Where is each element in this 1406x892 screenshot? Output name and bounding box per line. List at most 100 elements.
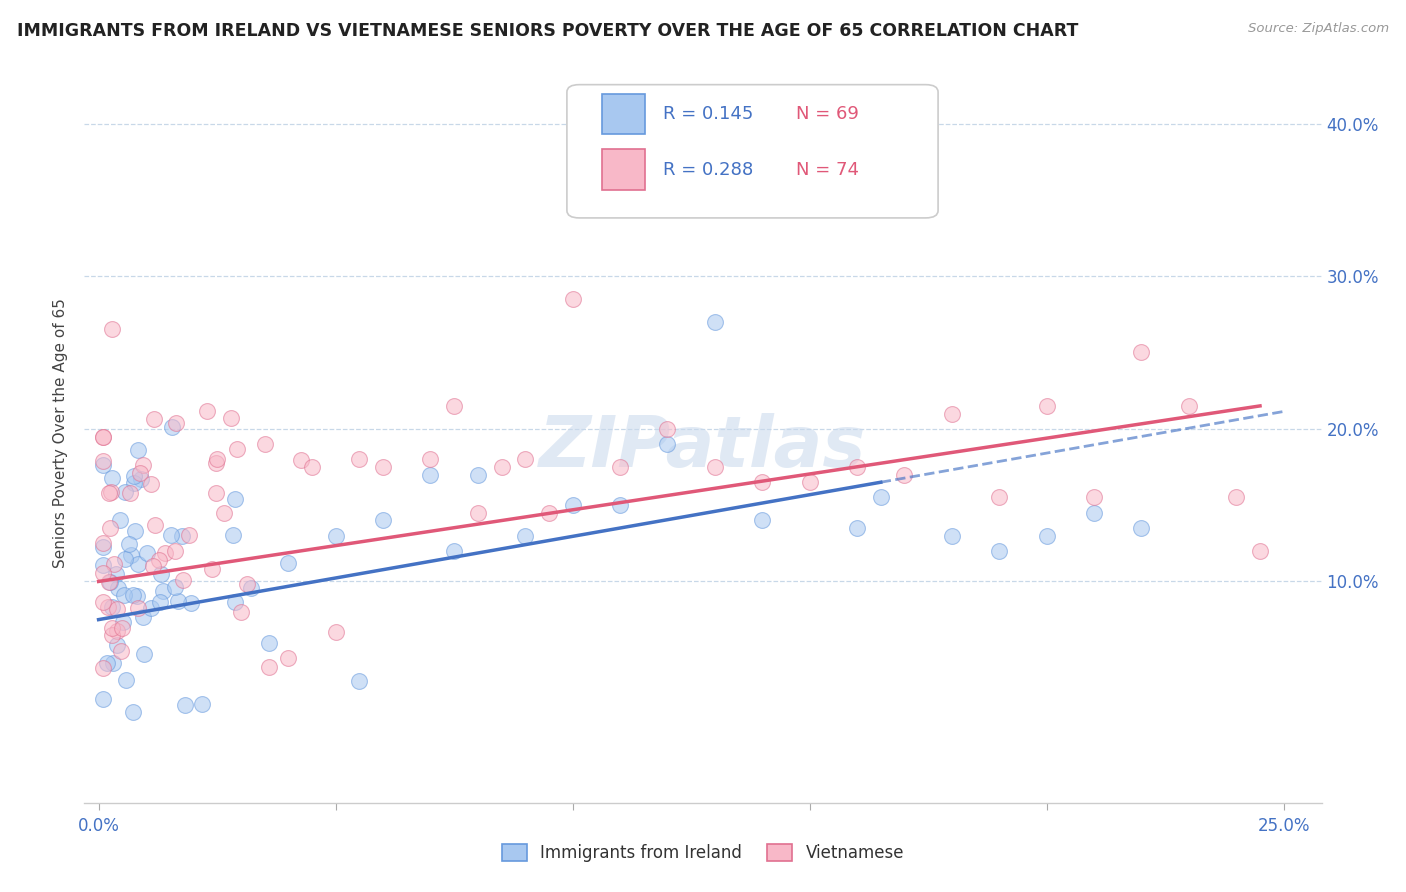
Point [467,506,489,520]
Point [101,599,124,614]
Point [127,601,149,615]
Point [129,472,152,486]
Point [153,546,176,560]
Point [225,442,247,457]
Point [111,621,134,635]
FancyBboxPatch shape [567,85,938,218]
Point [173,698,195,713]
Point [100,471,122,485]
Point [108,513,131,527]
Point [131,610,153,624]
Point [97,486,120,500]
Point [122,469,145,483]
Point [349,452,371,467]
Point [1035,529,1057,543]
Point [105,638,128,652]
Point [657,422,679,436]
Point [703,460,725,475]
Point [91,458,114,472]
Point [846,521,869,535]
Point [205,456,228,470]
Point [120,486,142,500]
Point [150,566,173,581]
Point [114,588,136,602]
Point [419,452,441,467]
Point [91,430,114,444]
Point [224,492,246,507]
Point [988,544,1011,558]
Point [869,491,891,505]
Point [201,562,224,576]
Text: ZIPatlas: ZIPatlas [540,413,866,482]
Point [325,529,347,543]
Point [143,518,166,533]
Point [1083,506,1105,520]
Point [799,475,821,490]
Point [91,430,114,444]
Point [91,535,114,549]
Point [107,581,129,595]
Point [103,657,125,671]
Point [236,577,259,591]
Point [277,556,299,570]
Point [253,437,276,451]
Point [110,644,132,658]
Point [97,575,120,590]
Point [125,589,148,603]
FancyBboxPatch shape [602,149,645,190]
Point [657,437,679,451]
Point [257,660,280,674]
Text: R = 0.145: R = 0.145 [664,105,754,123]
Point [257,635,280,649]
Point [148,553,170,567]
Point [165,544,187,558]
Point [419,467,441,482]
Point [941,407,963,421]
Text: R = 0.288: R = 0.288 [664,161,754,178]
Point [751,475,773,490]
Point [148,595,170,609]
Point [105,602,128,616]
Point [177,528,200,542]
Point [1083,491,1105,505]
Point [97,600,120,615]
Point [893,467,915,482]
Point [91,660,114,674]
Point [191,697,214,711]
Point [100,627,122,641]
Point [100,484,122,499]
Point [91,595,114,609]
Point [1225,491,1247,505]
Point [129,466,152,480]
Point [751,513,773,527]
Point [170,529,193,543]
Point [224,595,246,609]
Point [124,475,146,490]
Point [121,706,143,720]
Point [467,467,489,482]
Point [132,458,155,472]
Point [141,477,163,491]
Point [988,491,1011,505]
Text: Source: ZipAtlas.com: Source: ZipAtlas.com [1249,22,1389,36]
Point [152,583,174,598]
Y-axis label: Seniors Poverty Over the Age of 65: Seniors Poverty Over the Age of 65 [53,298,69,567]
Point [91,558,114,573]
Point [160,420,183,434]
Point [229,605,252,619]
Point [91,691,114,706]
Point [127,443,149,458]
Point [561,498,583,512]
Point [221,410,243,425]
Point [98,575,121,590]
Point [180,596,202,610]
Point [537,506,560,520]
Point [120,548,142,562]
Point [491,460,513,475]
Point [165,580,187,594]
Point [609,460,631,475]
Point [290,453,312,467]
Point [160,528,183,542]
Point [166,594,188,608]
Point [115,673,138,687]
